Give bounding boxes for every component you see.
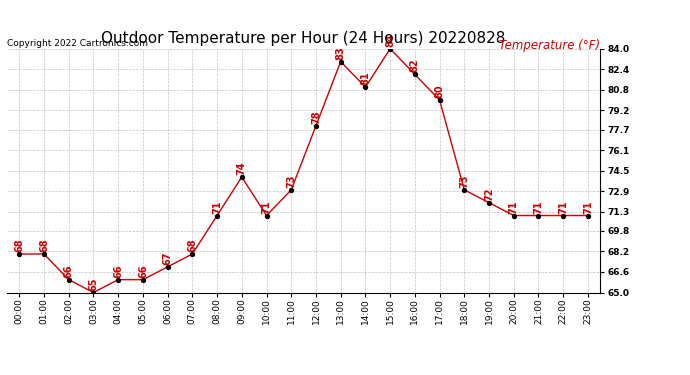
Point	[286, 187, 297, 193]
Point	[212, 213, 223, 219]
Point	[261, 213, 272, 219]
Point	[162, 264, 173, 270]
Point	[14, 251, 25, 257]
Text: 71: 71	[533, 200, 544, 214]
Point	[459, 187, 470, 193]
Text: 71: 71	[558, 200, 568, 214]
Point	[582, 213, 593, 219]
Point	[533, 213, 544, 219]
Text: 66: 66	[138, 264, 148, 278]
Text: 73: 73	[286, 174, 296, 188]
Text: 71: 71	[212, 200, 222, 214]
Point	[360, 84, 371, 90]
Point	[335, 58, 346, 64]
Text: 82: 82	[410, 59, 420, 72]
Point	[63, 277, 75, 283]
Text: Temperature (°F): Temperature (°F)	[499, 39, 600, 53]
Text: 71: 71	[583, 200, 593, 214]
Text: 81: 81	[360, 72, 371, 86]
Point	[409, 71, 420, 77]
Text: 74: 74	[237, 162, 247, 175]
Point	[88, 290, 99, 296]
Text: 65: 65	[88, 277, 99, 291]
Text: 66: 66	[113, 264, 123, 278]
Text: 78: 78	[311, 110, 321, 124]
Text: 73: 73	[460, 174, 469, 188]
Text: 72: 72	[484, 187, 494, 201]
Point	[39, 251, 50, 257]
Point	[310, 123, 322, 129]
Text: 66: 66	[63, 264, 74, 278]
Point	[112, 277, 124, 283]
Text: 71: 71	[262, 200, 271, 214]
Text: 68: 68	[14, 238, 24, 252]
Text: 80: 80	[435, 84, 444, 98]
Text: Copyright 2022 Cartronics.com: Copyright 2022 Cartronics.com	[7, 39, 148, 48]
Text: 83: 83	[336, 46, 346, 60]
Point	[558, 213, 569, 219]
Point	[384, 46, 395, 52]
Point	[236, 174, 247, 180]
Point	[484, 200, 495, 206]
Point	[509, 213, 520, 219]
Text: 67: 67	[163, 251, 172, 265]
Text: 71: 71	[509, 200, 519, 214]
Title: Outdoor Temperature per Hour (24 Hours) 20220828: Outdoor Temperature per Hour (24 Hours) …	[101, 31, 506, 46]
Point	[434, 97, 445, 103]
Text: 68: 68	[188, 238, 197, 252]
Text: 84: 84	[385, 33, 395, 47]
Point	[137, 277, 148, 283]
Point	[187, 251, 198, 257]
Text: 68: 68	[39, 238, 49, 252]
